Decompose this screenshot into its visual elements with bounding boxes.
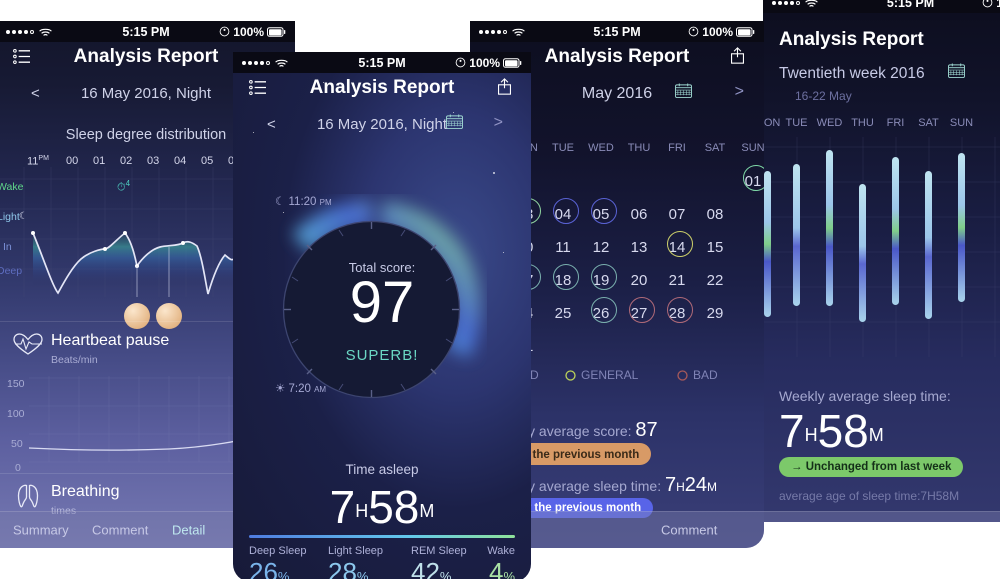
svg-text:☾: ☾ bbox=[19, 211, 28, 222]
